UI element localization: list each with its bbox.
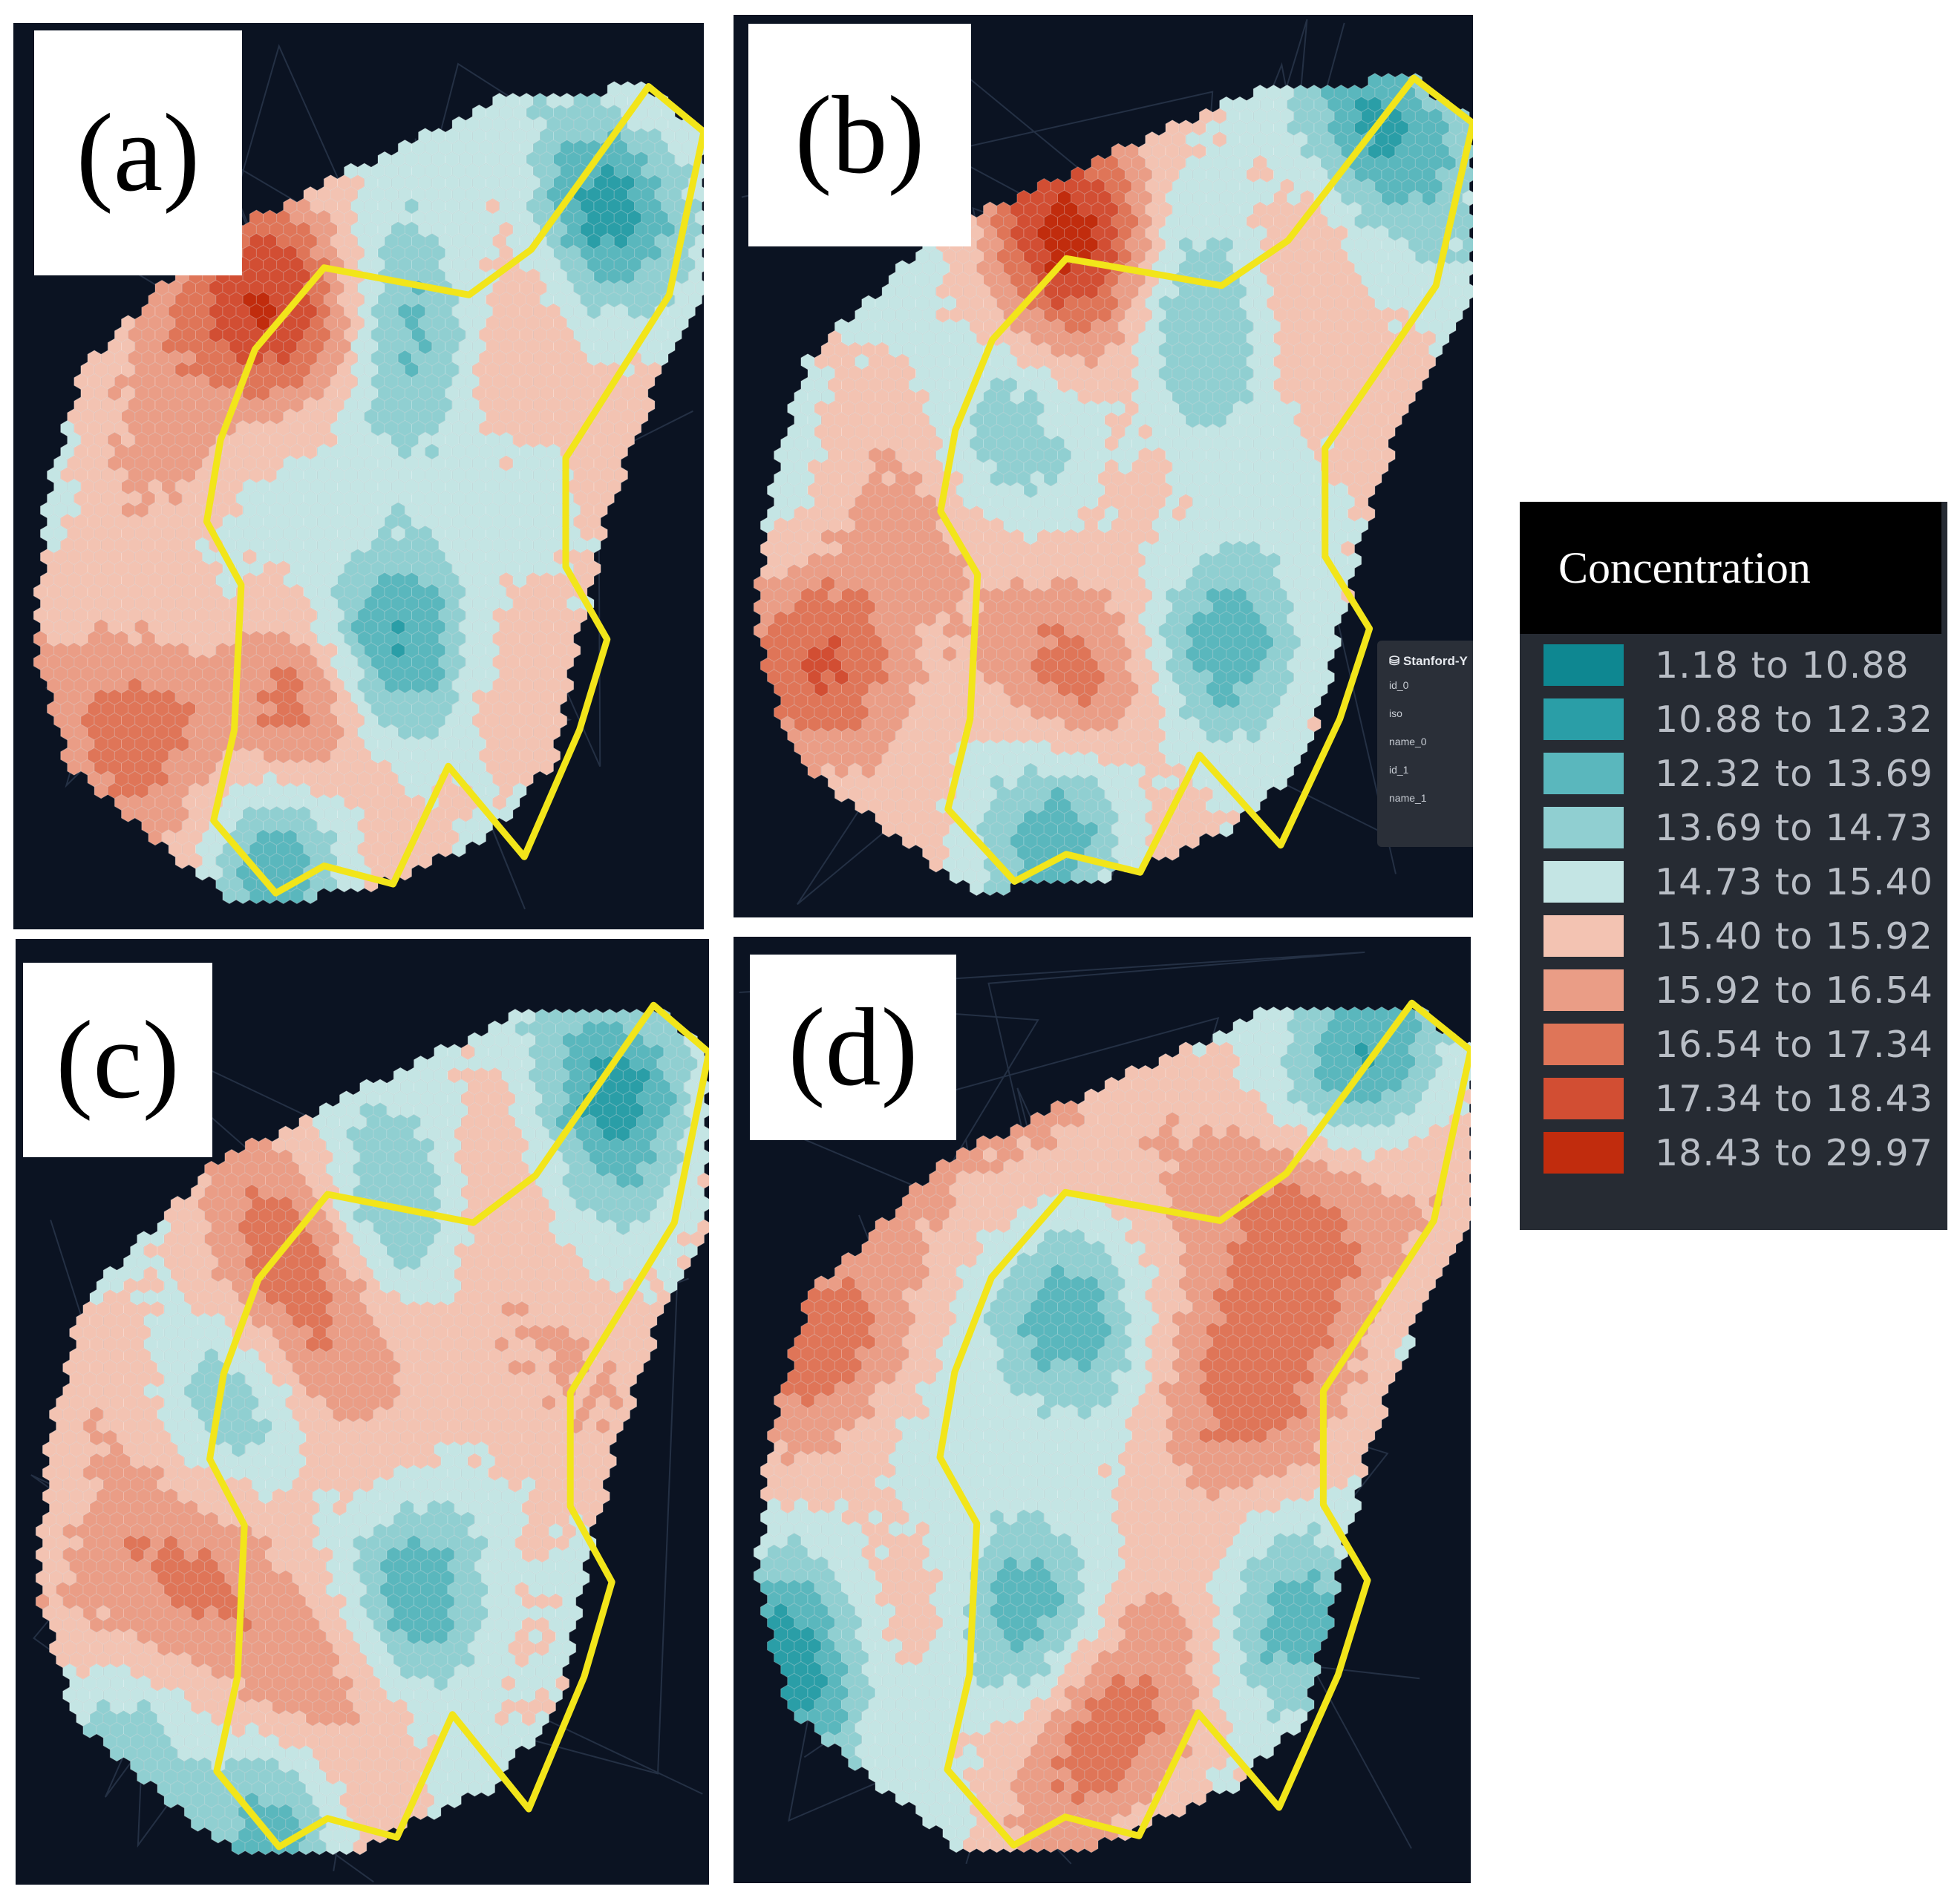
map-panel-c[interactable]: (c) — [16, 939, 709, 1885]
legend-item: 13.69 to 14.73 — [1544, 805, 1933, 850]
popup-field: id_0 — [1389, 679, 1409, 691]
panel-label: (c) — [23, 963, 212, 1157]
legend-swatch — [1544, 1132, 1624, 1174]
study-area-boundary — [203, 83, 704, 897]
legend-swatch — [1544, 915, 1624, 957]
legend-swatch — [1544, 698, 1624, 740]
map-panel-b[interactable]: (b) ⛁ Stanford-Y id_0 iso name_0 id_1 na… — [734, 15, 1473, 917]
popup-field: iso — [1389, 707, 1402, 719]
legend-range: 10.88 to 12.32 — [1655, 698, 1933, 741]
hex-map — [739, 951, 1471, 1865]
legend-item: 1.18 to 10.88 — [1544, 643, 1910, 687]
legend-range: 1.18 to 10.88 — [1655, 644, 1910, 687]
legend-swatch — [1544, 861, 1624, 903]
panel-label: (d) — [750, 955, 956, 1140]
hex-cells — [753, 73, 1473, 897]
legend-item: 14.73 to 15.40 — [1544, 860, 1933, 904]
panel-label: (b) — [748, 24, 971, 246]
legend-range: 13.69 to 14.73 — [1655, 806, 1933, 849]
popup-field: name_0 — [1389, 736, 1427, 747]
legend-range: 17.34 to 18.43 — [1655, 1077, 1933, 1120]
panel-label: (a) — [34, 30, 242, 275]
legend-swatch — [1544, 1024, 1624, 1065]
study-area-boundary — [936, 999, 1471, 1849]
hex-cells — [35, 1008, 709, 1856]
legend-range: 18.43 to 29.97 — [1655, 1131, 1933, 1174]
legend-item: 15.92 to 16.54 — [1544, 968, 1933, 1012]
map-panel-d[interactable]: (d) — [734, 937, 1471, 1883]
popup-field: name_1 — [1389, 792, 1427, 804]
legend-swatch — [1544, 1078, 1624, 1119]
hex-map — [33, 44, 704, 910]
legend-item: 18.43 to 29.97 — [1544, 1130, 1933, 1175]
legend-item: 15.40 to 15.92 — [1544, 914, 1933, 958]
concentration-legend: Concentration 1.18 to 10.88 10.88 to 12.… — [1520, 502, 1947, 1230]
legend-title: Concentration — [1520, 502, 1941, 634]
hex-map — [30, 1001, 709, 1883]
legend-range: 12.32 to 13.69 — [1655, 752, 1933, 795]
legend-swatch — [1544, 753, 1624, 794]
legend-range: 15.40 to 15.92 — [1655, 914, 1933, 958]
feature-info-popup: ⛁ Stanford-Y id_0 iso name_0 id_1 name_1 — [1377, 641, 1473, 847]
legend-range: 15.92 to 16.54 — [1655, 969, 1933, 1012]
hex-cells — [33, 81, 704, 905]
popup-title: ⛁ Stanford-Y — [1389, 654, 1468, 668]
legend-swatch — [1544, 644, 1624, 686]
legend-item: 10.88 to 12.32 — [1544, 697, 1933, 742]
legend-swatch — [1544, 807, 1624, 848]
popup-field: id_1 — [1389, 764, 1409, 776]
legend-item: 17.34 to 18.43 — [1544, 1076, 1933, 1121]
legend-swatch — [1544, 969, 1624, 1011]
legend-item: 12.32 to 13.69 — [1544, 751, 1933, 796]
legend-range: 16.54 to 17.34 — [1655, 1023, 1933, 1066]
hex-cells — [753, 1006, 1471, 1853]
legend-item: 16.54 to 17.34 — [1544, 1022, 1933, 1067]
hex-map — [741, 19, 1473, 906]
map-panel-a[interactable]: (a) — [13, 23, 704, 929]
legend-range: 14.73 to 15.40 — [1655, 860, 1933, 903]
study-area-boundary — [937, 74, 1473, 885]
study-area-boundary — [206, 1001, 709, 1850]
